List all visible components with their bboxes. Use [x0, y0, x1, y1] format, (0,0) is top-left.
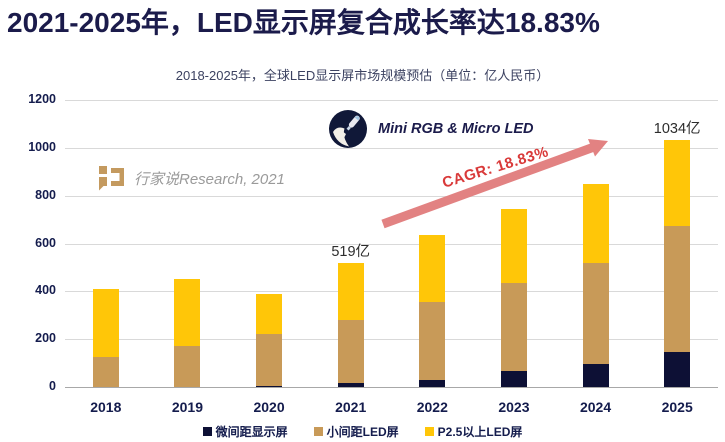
watermark: 行家说Research, 2021	[98, 165, 285, 192]
legend-swatch-icon	[313, 427, 323, 436]
legend: 微间距显示屏 小间距LED屏 P2.5以上LED屏	[0, 423, 725, 440]
x-tick-label: 2023	[498, 399, 530, 415]
x-tick-label: 2024	[579, 399, 612, 415]
watermark-source-label: 行家说Research, 2021	[134, 171, 285, 188]
legend-item: 微间距显示屏	[202, 423, 288, 440]
legend-label: P2.5以上LED屏	[437, 425, 523, 439]
brandmark: Mini RGB & Micro LED	[328, 109, 533, 149]
y-tick-label: 600	[35, 235, 56, 250]
bar-segment	[337, 383, 364, 387]
bar-segment	[664, 351, 691, 387]
bar-segment	[500, 282, 527, 372]
x-tick-label: 2022	[416, 399, 448, 415]
bar-segment	[582, 183, 609, 263]
bar-segment	[337, 262, 364, 321]
bar-segment	[174, 346, 201, 387]
total-annotation: 519亿	[331, 243, 371, 260]
gridline	[65, 195, 718, 197]
gridline	[65, 291, 718, 293]
x-tick-label: 2020	[253, 399, 285, 415]
y-tick-label: 1000	[28, 139, 56, 154]
bar-segment	[256, 293, 283, 335]
bar-segment	[174, 279, 201, 347]
gridline	[65, 243, 718, 245]
legend-swatch-icon	[202, 427, 212, 436]
bar-segment	[664, 225, 691, 352]
legend-item: 小间距LED屏	[313, 423, 399, 440]
y-tick-label: 800	[35, 187, 56, 202]
bar-segment	[500, 371, 527, 387]
bar-segment	[419, 235, 446, 303]
x-tick-label: 2025	[661, 399, 693, 415]
legend-label: 微间距显示屏	[215, 425, 288, 439]
bar-segment	[582, 364, 609, 387]
hangjiashuo-logo-icon	[99, 166, 124, 191]
brand-label: Mini RGB & Micro LED	[378, 121, 534, 137]
chart-subtitle: 2018-2025年，全球LED显示屏市场规模预估（单位：亿人民币）	[175, 68, 550, 83]
gridline	[65, 387, 718, 388]
y-tick-label: 400	[35, 283, 56, 298]
mini-led-rocket-logo-icon	[329, 110, 367, 148]
bar-segment	[92, 357, 119, 387]
y-tick-label: 0	[49, 379, 56, 393]
total-annotation: 1034亿	[653, 120, 701, 137]
bar-segment	[419, 302, 446, 380]
bar-segment	[419, 379, 446, 387]
bar-segment	[582, 262, 609, 365]
bar-segment	[664, 139, 691, 226]
legend-label: 小间距LED屏	[326, 425, 399, 439]
bar-segment	[256, 334, 283, 386]
x-tick-label: 2018	[90, 399, 122, 415]
bar-segment	[337, 320, 364, 384]
legend-item: P2.5以上LED屏	[424, 423, 523, 440]
x-tick-label: 2019	[171, 399, 204, 415]
bar-segment	[500, 208, 527, 283]
gridline	[65, 100, 718, 101]
bar-segment	[92, 288, 119, 358]
page-title: 2021-2025年，LED显示屏复合成长率达18.83%	[7, 7, 600, 38]
bar-segment	[256, 385, 283, 387]
y-tick-label: 1200	[28, 92, 56, 106]
y-tick-label: 200	[35, 331, 56, 346]
x-tick-label: 2021	[335, 399, 367, 415]
legend-swatch-icon	[424, 427, 434, 436]
gridline	[65, 339, 718, 341]
